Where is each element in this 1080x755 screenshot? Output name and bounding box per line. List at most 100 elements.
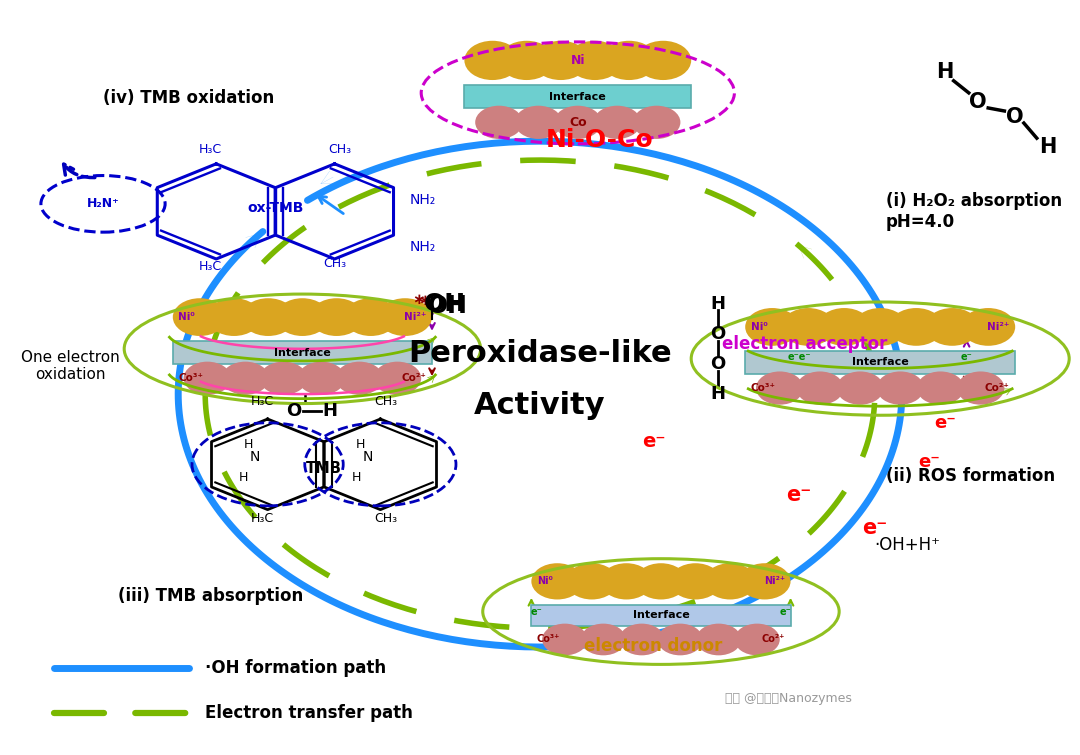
Text: CH₃: CH₃ (323, 257, 347, 270)
Text: electron donor: electron donor (584, 636, 723, 655)
Text: Co: Co (569, 116, 586, 129)
Text: ox-TMB: ox-TMB (247, 201, 303, 214)
Circle shape (781, 308, 835, 346)
Text: e⁻: e⁻ (862, 519, 888, 538)
Circle shape (336, 362, 383, 395)
Circle shape (378, 298, 432, 336)
Circle shape (221, 362, 269, 395)
Text: N: N (362, 450, 373, 464)
Text: One electron
oxidation: One electron oxidation (21, 350, 120, 382)
Circle shape (853, 308, 907, 346)
Text: Electron transfer path: Electron transfer path (205, 704, 413, 723)
Text: H: H (352, 471, 362, 484)
Text: TMB: TMB (306, 461, 342, 476)
Text: CH₃: CH₃ (328, 143, 352, 156)
Circle shape (374, 362, 421, 395)
Text: H₃C: H₃C (251, 512, 274, 525)
Circle shape (836, 371, 883, 405)
Text: H: H (936, 62, 954, 82)
Text: e⁻: e⁻ (531, 606, 542, 617)
Text: ∗: ∗ (418, 293, 431, 308)
Text: H₃C: H₃C (199, 260, 222, 273)
Circle shape (532, 41, 589, 80)
Text: (i) H₂O₂ absorption
pH=4.0: (i) H₂O₂ absorption pH=4.0 (886, 192, 1062, 231)
Circle shape (542, 624, 588, 655)
Circle shape (259, 362, 307, 395)
FancyBboxPatch shape (531, 605, 791, 626)
Circle shape (275, 298, 329, 336)
Text: H: H (711, 385, 726, 403)
Circle shape (475, 106, 523, 139)
Circle shape (207, 298, 261, 336)
Circle shape (600, 41, 657, 80)
Text: e⁻: e⁻ (642, 432, 665, 451)
Text: 头条 @纳米酶Nanozymes: 头条 @纳米酶Nanozymes (725, 692, 852, 705)
Circle shape (818, 308, 872, 346)
Text: H: H (1039, 137, 1056, 157)
FancyBboxPatch shape (464, 85, 691, 108)
Circle shape (566, 563, 618, 599)
Text: H₃C: H₃C (199, 143, 222, 156)
Text: H: H (322, 402, 337, 421)
Text: Co³⁺: Co³⁺ (751, 383, 775, 393)
Text: Peroxidase-like: Peroxidase-like (408, 339, 672, 368)
Circle shape (739, 563, 791, 599)
Text: Activity: Activity (474, 391, 606, 420)
Text: NH₂: NH₂ (410, 193, 436, 207)
Circle shape (594, 106, 642, 139)
Circle shape (184, 362, 231, 395)
Circle shape (499, 41, 555, 80)
Text: e⁻: e⁻ (934, 414, 956, 432)
Circle shape (173, 298, 227, 336)
Text: (ii) ROS formation: (ii) ROS formation (886, 467, 1055, 485)
Text: CH₃: CH₃ (374, 396, 397, 408)
Text: Interface: Interface (550, 91, 606, 102)
Circle shape (298, 362, 346, 395)
Text: (iii) TMB absorption: (iii) TMB absorption (118, 587, 303, 606)
Text: e⁻e⁻: e⁻e⁻ (787, 352, 811, 362)
Text: e⁻: e⁻ (918, 453, 940, 471)
Circle shape (704, 563, 756, 599)
Circle shape (756, 371, 804, 405)
Circle shape (515, 106, 563, 139)
Text: ∗: ∗ (413, 292, 426, 307)
Text: e⁻: e⁻ (786, 485, 812, 504)
Text: ·OH+H⁺: ·OH+H⁺ (874, 536, 941, 554)
Text: Interface: Interface (852, 357, 908, 368)
Circle shape (670, 563, 721, 599)
Text: OH: OH (423, 292, 467, 316)
Text: H: H (243, 438, 253, 451)
Text: e⁻: e⁻ (780, 606, 791, 617)
Text: O: O (969, 92, 986, 112)
Text: Interface: Interface (633, 610, 689, 621)
Circle shape (635, 41, 691, 80)
Circle shape (961, 308, 1015, 346)
Circle shape (633, 106, 680, 139)
Text: Co²⁺: Co²⁺ (985, 383, 1010, 393)
Text: ·OH formation path: ·OH formation path (205, 659, 387, 677)
Circle shape (581, 624, 626, 655)
Circle shape (745, 308, 799, 346)
Text: CH₃: CH₃ (374, 512, 397, 525)
Circle shape (310, 298, 364, 336)
Text: O: O (286, 402, 301, 421)
Text: e⁻: e⁻ (961, 352, 972, 362)
Circle shape (343, 298, 397, 336)
Text: (iv) TMB oxidation: (iv) TMB oxidation (104, 89, 274, 107)
Text: Ni²⁺: Ni²⁺ (764, 576, 785, 587)
Text: electron acceptor: electron acceptor (721, 334, 888, 353)
Text: O: O (711, 325, 726, 343)
Text: H: H (711, 294, 726, 313)
Circle shape (957, 371, 1004, 405)
Text: O: O (711, 355, 726, 373)
Circle shape (635, 563, 687, 599)
Circle shape (241, 298, 295, 336)
Circle shape (696, 624, 741, 655)
FancyBboxPatch shape (173, 341, 432, 364)
Text: Ni⁰: Ni⁰ (537, 576, 553, 587)
Text: Ni⁰: Ni⁰ (751, 322, 768, 332)
Circle shape (464, 41, 521, 80)
Text: Co³⁺: Co³⁺ (178, 373, 203, 384)
Text: Ni: Ni (570, 54, 585, 67)
Text: N: N (249, 450, 260, 464)
